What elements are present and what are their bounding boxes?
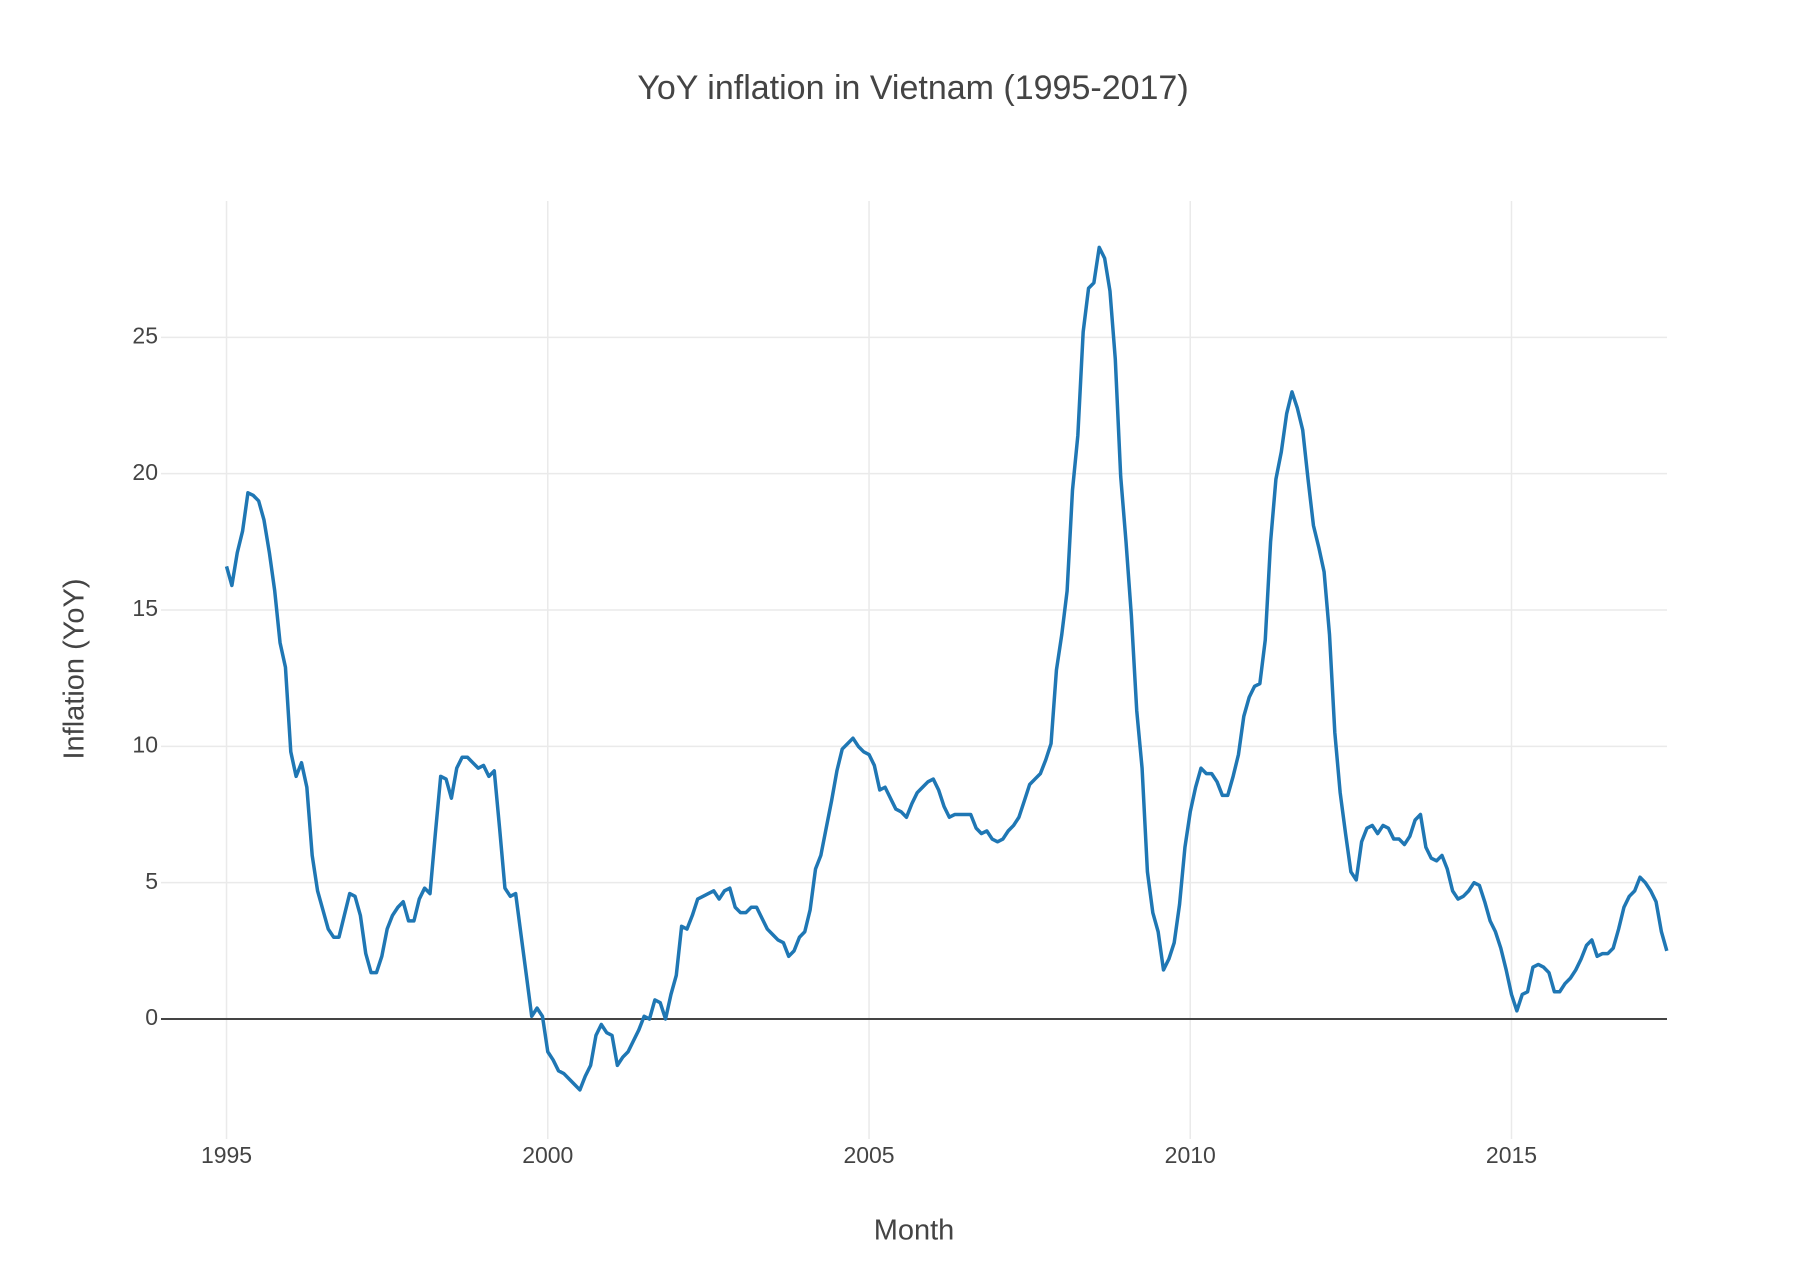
- x-tick-label: 1995: [201, 1142, 252, 1168]
- y-tick-label: 15: [132, 595, 158, 621]
- grid: 1995 2000 2005 2010 2015 0 5 10 15 20 25: [132, 201, 1667, 1168]
- x-tick-label: 2015: [1486, 1142, 1537, 1168]
- y-tick-label: 0: [145, 1004, 158, 1030]
- chart-title: YoY inflation in Vietnam (1995-2017): [637, 69, 1188, 107]
- y-tick-label: 5: [145, 868, 158, 894]
- line-series: [224, 245, 1669, 1092]
- plot-area: [224, 245, 1669, 1092]
- y-tick-label: 10: [132, 731, 158, 757]
- x-tick-label: 2010: [1165, 1142, 1216, 1168]
- y-tick-label: 25: [132, 322, 158, 348]
- x-tick-label: 2000: [522, 1142, 573, 1168]
- x-axis-label: Month: [874, 1215, 955, 1247]
- y-axis-label: Inflation (YoY): [59, 578, 91, 759]
- x-tick-label: 2005: [843, 1142, 894, 1168]
- y-tick-label: 20: [132, 459, 158, 485]
